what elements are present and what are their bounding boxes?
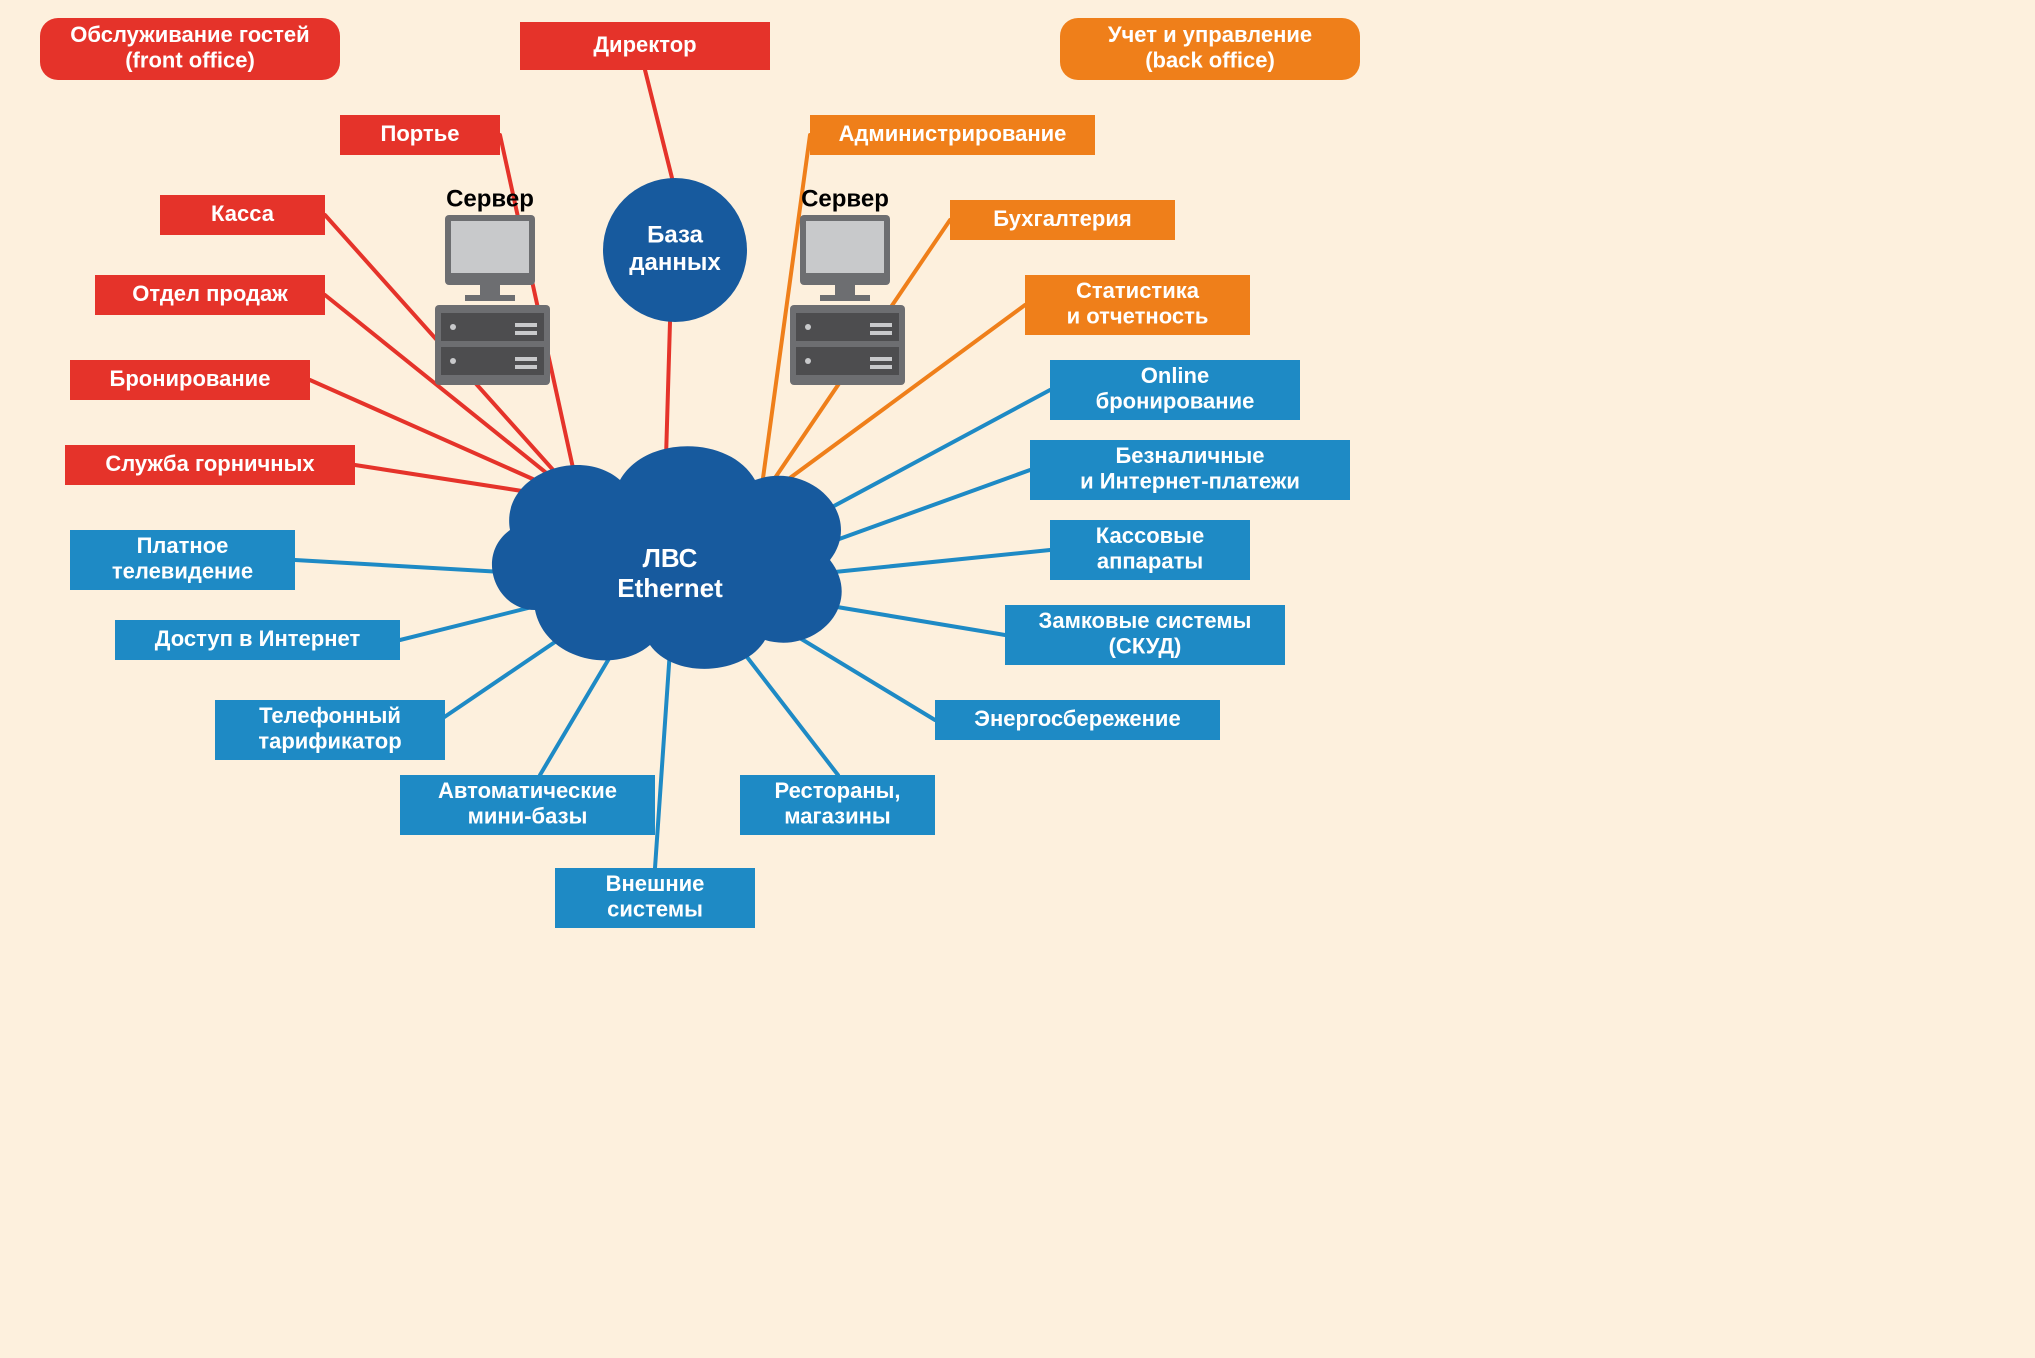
database-node: Базаданных [603, 178, 747, 322]
ext-online-book: Onlineбронирование [1050, 360, 1300, 420]
svg-text:мини-базы: мини-базы [468, 803, 588, 828]
svg-text:Рестораны,: Рестораны, [774, 778, 900, 803]
svg-text:Портье: Портье [381, 121, 460, 146]
server-label: Сервер [801, 185, 889, 212]
svg-text:аппараты: аппараты [1097, 548, 1203, 573]
network-diagram: Сервер Сервер ЛВСEthernet Базаданных Обслужи… [0, 0, 1436, 958]
front-portie: Портье [340, 115, 500, 155]
ext-energy: Энергосбережение [935, 700, 1220, 740]
front-kassa: Касса [160, 195, 325, 235]
svg-text:Энергосбережение: Энергосбережение [974, 706, 1180, 731]
svg-text:Online: Online [1141, 363, 1209, 388]
svg-text:телевидение: телевидение [112, 558, 253, 583]
back-admin: Администрирование [810, 115, 1095, 155]
header-front-office: Обслуживание гостей(front office) [40, 18, 340, 80]
svg-text:бронирование: бронирование [1096, 388, 1255, 413]
svg-text:ЛВС: ЛВС [643, 543, 698, 573]
svg-text:Телефонный: Телефонный [259, 703, 401, 728]
svg-text:(СКУД): (СКУД) [1109, 633, 1182, 658]
front-sales: Отдел продаж [95, 275, 325, 315]
cloud-lan: ЛВСEthernet [492, 446, 842, 669]
svg-text:Директор: Директор [593, 32, 696, 57]
back-stat: Статистикаи отчетность [1025, 275, 1250, 335]
ext-payments: Безналичныеи Интернет-платежи [1030, 440, 1350, 500]
ext-external: Внешниесистемы [555, 868, 755, 928]
ext-internet: Доступ в Интернет [115, 620, 400, 660]
svg-text:Учет и управление: Учет и управление [1108, 22, 1312, 47]
svg-text:Статистика: Статистика [1076, 278, 1200, 303]
header-back-office: Учет и управление(back office) [1060, 18, 1360, 80]
front-maids: Служба горничных [65, 445, 355, 485]
edge [645, 70, 672, 178]
edge [655, 650, 670, 868]
svg-text:Бухгалтерия: Бухгалтерия [993, 206, 1131, 231]
svg-text:Кассовые: Кассовые [1096, 523, 1204, 548]
svg-text:данных: данных [629, 249, 721, 276]
ext-minibar: Автоматическиемини-базы [400, 775, 655, 835]
svg-text:Обслуживание гостей: Обслуживание гостей [70, 22, 309, 47]
svg-text:и Интернет-платежи: и Интернет-платежи [1080, 468, 1300, 493]
svg-text:Безналичные: Безналичные [1115, 443, 1264, 468]
svg-text:База: База [647, 222, 704, 249]
server-right: Сервер [790, 185, 905, 385]
server-label: Сервер [446, 185, 534, 212]
svg-text:Замковые системы: Замковые системы [1039, 608, 1252, 633]
back-buh: Бухгалтерия [950, 200, 1175, 240]
svg-text:Бронирование: Бронирование [110, 366, 271, 391]
ext-skud: Замковые системы(СКУД) [1005, 605, 1285, 665]
svg-text:Касса: Касса [211, 201, 275, 226]
svg-text:(front office): (front office) [125, 47, 255, 72]
ext-tel: Телефонныйтарификатор [215, 700, 445, 760]
director-box: Директор [520, 22, 770, 70]
svg-text:Ethernet: Ethernet [617, 573, 723, 603]
svg-text:Служба горничных: Служба горничных [105, 451, 315, 476]
svg-text:(back office): (back office) [1145, 47, 1275, 72]
ext-kkm: Кассовыеаппараты [1050, 520, 1250, 580]
svg-text:системы: системы [607, 896, 703, 921]
svg-text:Администрирование: Администрирование [839, 121, 1067, 146]
svg-text:тарификатор: тарификатор [258, 728, 401, 753]
svg-text:Доступ в Интернет: Доступ в Интернет [155, 626, 361, 651]
svg-text:Внешние: Внешние [606, 871, 705, 896]
edge [805, 550, 1050, 575]
svg-text:Отдел продаж: Отдел продаж [132, 281, 288, 306]
ext-tv: Платноетелевидение [70, 530, 295, 590]
svg-text:Автоматические: Автоматические [438, 778, 617, 803]
ext-rest: Рестораны,магазины [740, 775, 935, 835]
svg-text:магазины: магазины [784, 803, 890, 828]
svg-text:Платное: Платное [137, 533, 229, 558]
svg-text:и отчетность: и отчетность [1067, 303, 1209, 328]
front-booking: Бронирование [70, 360, 310, 400]
